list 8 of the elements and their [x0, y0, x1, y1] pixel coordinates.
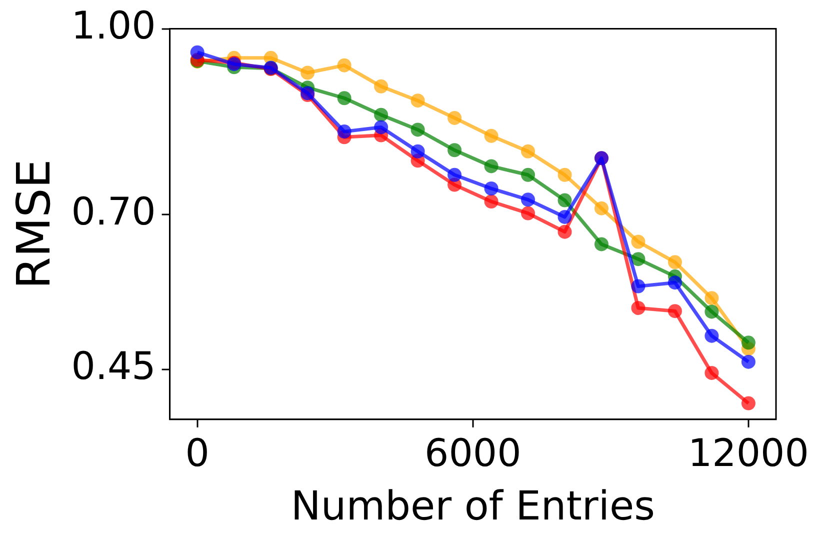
x-tick-label: 12000: [688, 431, 809, 476]
y-tick-label: 1.00: [71, 4, 156, 48]
y-axis-title: RMSE: [6, 159, 61, 290]
x-axis-title: Number of Entries: [290, 483, 655, 530]
y-tick-label: 0.70: [71, 189, 156, 234]
y-tick-label: 0.45: [71, 344, 156, 388]
x-tick-label: 0: [185, 431, 210, 476]
x-tick-label: 6000: [424, 431, 522, 476]
